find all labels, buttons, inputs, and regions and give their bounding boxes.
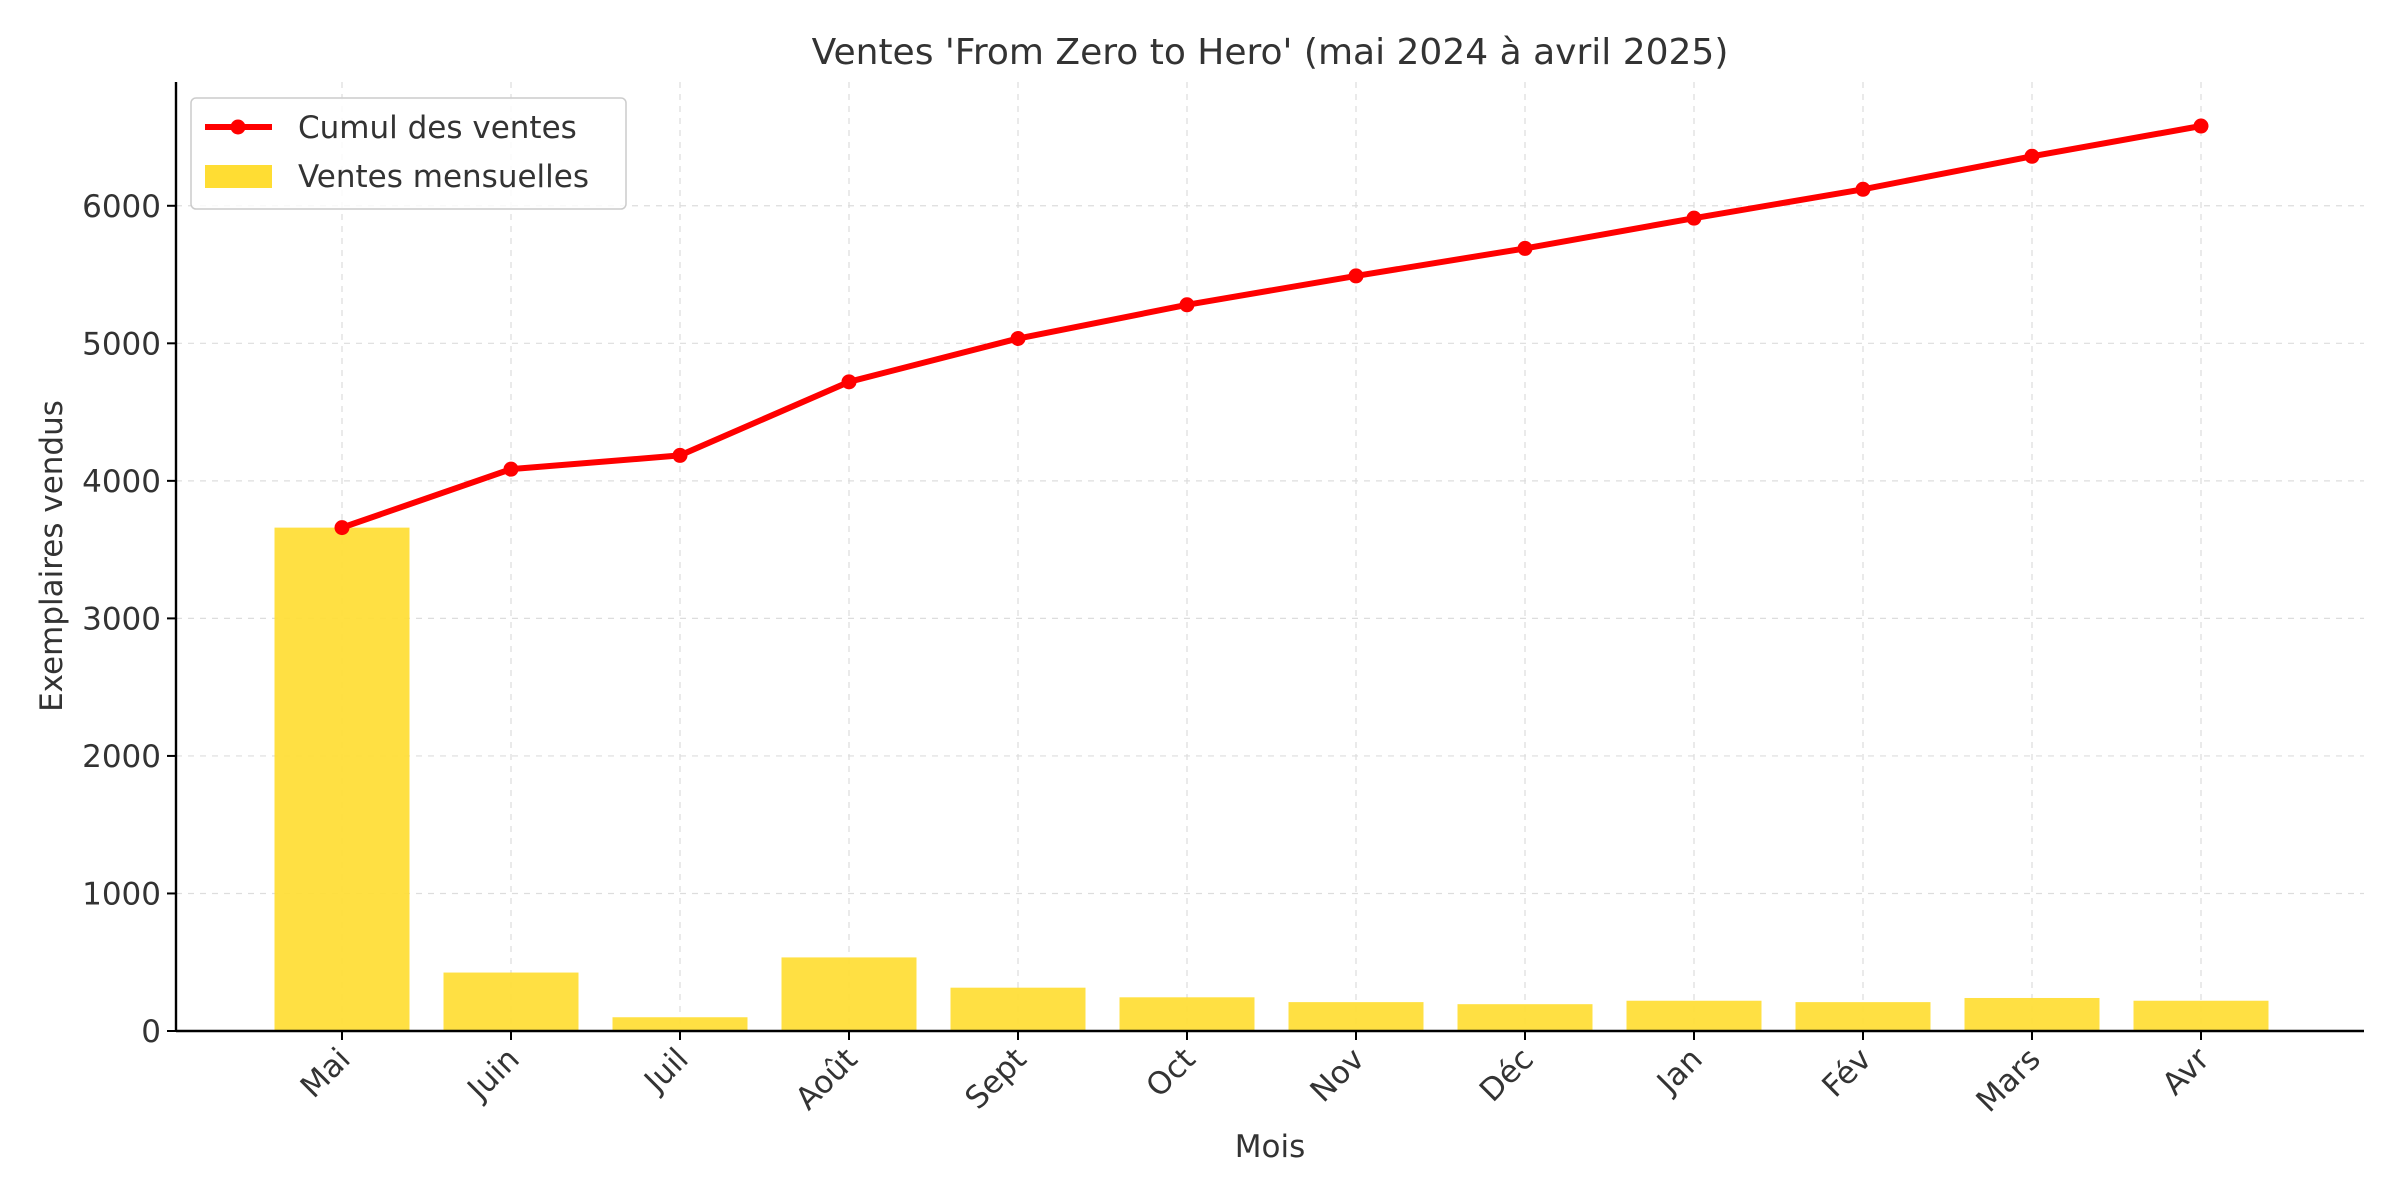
cumulative-point-Oct — [1179, 297, 1195, 313]
bar-Fév — [1795, 1002, 1931, 1031]
bar-Sept — [950, 987, 1086, 1031]
bar-Jan — [1626, 1000, 1762, 1031]
cumulative-point-Sept — [1010, 331, 1026, 347]
legend-line-marker — [230, 119, 246, 135]
x-tick-label: Juil — [636, 1041, 695, 1100]
cumulative-point-Nov — [1348, 268, 1364, 284]
bar-Nov — [1288, 1002, 1424, 1031]
x-tick-label: Mars — [1969, 1041, 2047, 1119]
chart-title: Ventes 'From Zero to Hero' (mai 2024 à a… — [812, 32, 1729, 73]
legend-label-monthly: Ventes mensuelles — [298, 159, 589, 195]
bar-Août — [781, 957, 917, 1031]
bar-Juil — [612, 1017, 748, 1031]
cumulative-line — [339, 123, 2204, 531]
x-tick-label: Oct — [1139, 1041, 1202, 1104]
bar-Oct — [1119, 997, 1255, 1031]
x-tick-label: Avr — [2156, 1041, 2217, 1102]
bar-Déc — [1457, 1004, 1593, 1031]
cumulative-point-Juin — [503, 461, 519, 477]
cumulative-point-Déc — [1517, 240, 1533, 256]
cumulative-point-Août — [841, 374, 857, 390]
bar-Juin — [443, 972, 579, 1031]
x-tick-label: Juin — [459, 1041, 526, 1108]
x-tick-label: Sept — [958, 1041, 1033, 1116]
y-tick-label: 5000 — [82, 326, 161, 362]
cumulative-point-Mai — [334, 520, 350, 536]
cumulative-point-Fév — [1855, 181, 1871, 197]
cumulative-point-Jan — [1686, 210, 1702, 226]
axes-layer — [174, 82, 2364, 1033]
cumulative-point-Mars — [2024, 148, 2040, 164]
cumulative-point-Avr — [2193, 118, 2209, 134]
y-tick-label: 0 — [141, 1014, 161, 1050]
grid-layer — [176, 82, 2364, 1032]
x-tick-label: Jan — [1649, 1041, 1710, 1102]
x-axis-label: Mois — [1235, 1129, 1305, 1165]
legend-box — [190, 97, 627, 210]
x-tick-label: Août — [789, 1041, 865, 1117]
line-layer — [334, 118, 2209, 536]
y-tick-label: 1000 — [82, 876, 161, 912]
bar-Mars — [1964, 997, 2100, 1031]
y-tick-label: 2000 — [82, 739, 161, 775]
y-tick-label: 4000 — [82, 464, 161, 500]
x-tick-label: Nov — [1303, 1041, 1371, 1109]
bars-layer — [274, 527, 2269, 1031]
legend: Cumul des ventes Ventes mensuelles — [190, 97, 627, 210]
x-tick-label: Déc — [1473, 1041, 1541, 1109]
y-axis-label: Exemplaires vendus — [34, 400, 70, 712]
y-tick-label: 6000 — [82, 189, 161, 225]
bar-Avr — [2133, 1000, 2269, 1031]
cumulative-point-Juil — [672, 447, 688, 463]
legend-label-cumulative: Cumul des ventes — [298, 110, 577, 146]
x-tick-label: Mai — [294, 1041, 358, 1105]
bar-Mai — [274, 527, 410, 1031]
x-tick-label: Fév — [1815, 1041, 1878, 1104]
legend-bar-swatch — [205, 165, 272, 188]
y-tick-label: 3000 — [82, 601, 161, 637]
